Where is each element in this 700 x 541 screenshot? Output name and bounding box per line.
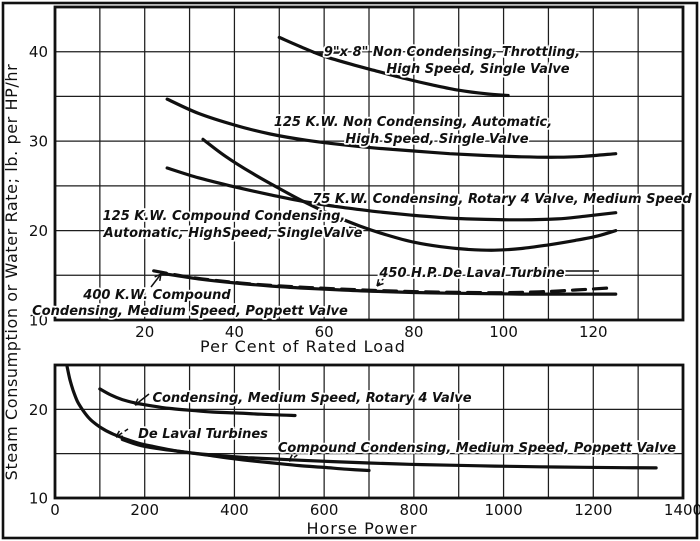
rated-load-chart-x-tick-label: 120 (579, 323, 608, 341)
horse-power-chart-x-tick-label: 1400 (664, 501, 700, 519)
horse-power-chart-curve (98, 387, 297, 418)
horse-power-chart-x-tick-label: 800 (400, 501, 429, 519)
rated-load-chart-x-tick-label: 60 (315, 323, 334, 341)
rated-load-chart-y-tick-label: 30 (29, 133, 48, 151)
horse-power-chart-plot-border (53, 363, 685, 500)
horse-power-chart-x-tick-label: 600 (310, 501, 339, 519)
y-axis-title: Steam Consumption or Water Rate; lb. per… (2, 64, 21, 481)
label-condensing-rotary: Condensing, Medium Speed, Rotary 4 Valve (152, 391, 471, 406)
horse-power-chart-x-axis-title: Horse Power (306, 519, 417, 538)
horse-power-chart-y-tick-label: 20 (29, 401, 48, 419)
label-125kw-compound-condensing-arrow (340, 227, 357, 235)
label-compound-condensing: Compound Condensing, Medium Speed, Poppe… (278, 441, 676, 456)
rated-load-chart-y-tick-label: 40 (29, 43, 48, 61)
label-125kw-compound-condensing-arrowhead (348, 226, 357, 229)
rated-load-chart-y-tick-label: 20 (29, 222, 48, 240)
rated-load-chart-x-axis-title: Per Cent of Rated Load (200, 337, 406, 356)
label-450hp-delaval-turbine-arrowhead (376, 282, 384, 287)
rated-load-chart-curve (165, 97, 618, 159)
label-delaval-turbines-arrowhead (115, 430, 121, 438)
label-400kw-compound-arrowhead (154, 273, 162, 278)
label-delaval-turbines: De Laval Turbines (138, 427, 268, 442)
label-delaval-turbines-arrow (115, 428, 129, 438)
horse-power-chart-x-tick-label: 1200 (574, 501, 612, 519)
rated-load-chart-curve (165, 166, 618, 222)
label-400kw-compound-arrowhead (159, 273, 162, 282)
label-compound-condensing-arrow (288, 450, 304, 462)
label-75kw-condensing: 75 K.W. Condensing, Rotary 4 Valve, Medi… (312, 192, 692, 207)
label-125kw-non-condensing: 125 K.W. Non Condensing, Automatic, (274, 115, 552, 130)
label-125kw-non-condensing: High Speed, Single Valve (345, 132, 528, 147)
label-compound-condensing-arrowhead (288, 454, 293, 462)
rated-load-chart-plot-border (53, 5, 685, 322)
label-125kw-compound-condensing: 125 K.W. Compound Condensing, (103, 209, 346, 224)
rated-load-chart-y-tick-label: 10 (29, 312, 48, 330)
rated-load-chart-x-tick-label: 100 (489, 323, 518, 341)
rated-load-chart-curve (161, 271, 618, 296)
rated-load-chart-x-tick-label: 40 (225, 323, 244, 341)
rated-load-chart-curve (277, 35, 510, 98)
horse-power-chart-x-tick-label: 400 (220, 501, 249, 519)
horse-power-chart-x-tick-label: 200 (130, 501, 159, 519)
label-400kw-compound-arrow (150, 273, 162, 288)
label-400kw-compound: 400 K.W. Compound (82, 288, 231, 303)
label-compound-condensing-arrowhead (288, 459, 297, 462)
label-condensing-rotary-arrowhead (134, 398, 139, 406)
horse-power-chart-x-tick-label: 0 (50, 501, 60, 519)
label-9x8-non-condensing: 9"x 8" Non Condensing, Throttling, (324, 45, 580, 60)
label-450hp-delaval-turbine: 450 H.P. De Laval Turbine (378, 266, 564, 281)
label-delaval-turbines-arrowhead (115, 435, 124, 438)
horse-power-chart-x-tick-label: 1000 (484, 501, 522, 519)
rated-load-chart-x-tick-label: 20 (135, 323, 154, 341)
label-125kw-compound-condensing-arrowhead (350, 227, 357, 234)
label-condensing-rotary-arrow (134, 393, 150, 406)
label-400kw-compound: Condensing, Medium Speed, Poppett Valve (32, 304, 348, 319)
label-condensing-rotary-arrowhead (134, 402, 143, 406)
rated-load-chart-x-tick-label: 80 (404, 323, 423, 341)
label-125kw-compound-condensing: Automatic, HighSpeed, SingleValve (103, 226, 363, 241)
label-450hp-delaval-turbine-arrow (376, 271, 390, 287)
label-9x8-non-condensing: High Speed, Single Valve (386, 62, 569, 77)
horse-power-chart-y-tick-label: 10 (29, 490, 48, 508)
horse-power-chart-curve (120, 437, 658, 470)
rated-load-chart-curve (201, 137, 618, 252)
label-450hp-delaval-turbine-arrowhead (376, 279, 380, 287)
